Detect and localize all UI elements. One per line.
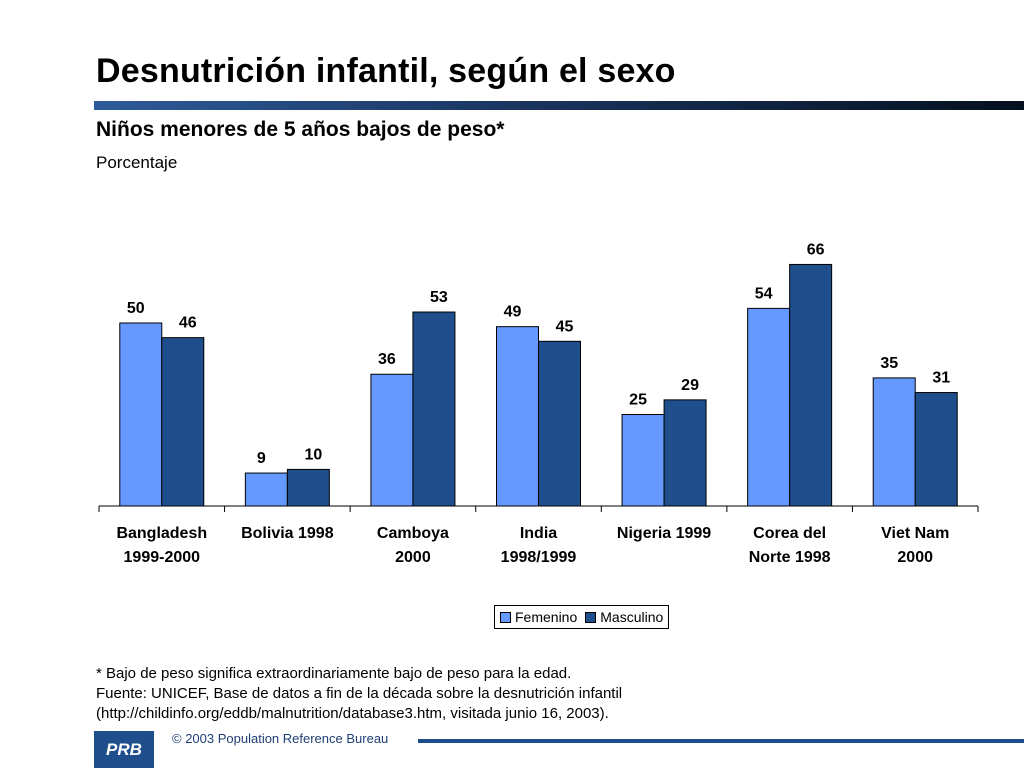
footnote-definition: * Bajo de peso significa extraordinariam… — [96, 665, 572, 682]
data-label-masculino: 31 — [932, 370, 950, 387]
bar-masculino — [412, 311, 456, 507]
bar-femenino — [496, 326, 539, 507]
category-label: Bangladesh — [116, 525, 207, 542]
legend-swatch-masculino — [585, 611, 597, 623]
footnotes: * Bajo de peso significa extraordinariam… — [96, 664, 622, 724]
category-label: Norte 1998 — [749, 549, 831, 566]
bar-femenino — [621, 414, 665, 507]
bar-femenino — [747, 307, 791, 507]
category-label: 2000 — [897, 549, 933, 566]
bar-masculino — [663, 399, 707, 507]
category-label: India — [520, 525, 557, 542]
footnote-source-url: (http://childinfo.org/eddb/malnutrition/… — [96, 705, 609, 722]
bar-masculino — [286, 468, 330, 507]
bar-femenino — [370, 373, 414, 507]
data-label-masculino: 29 — [681, 377, 699, 394]
legend-item-femenino: Femenino — [500, 609, 577, 625]
data-label-femenino: 25 — [629, 392, 647, 409]
footer-divider — [418, 739, 1024, 743]
page-title: Desnutrición infantil, según el sexo — [96, 52, 676, 90]
chart-legend: Femenino Masculino — [494, 605, 670, 629]
data-label-masculino: 46 — [179, 315, 197, 332]
category-label: Corea del — [753, 525, 826, 542]
unit-label: Porcentaje — [96, 153, 178, 172]
data-label-masculino: 66 — [807, 241, 825, 258]
bar-masculino — [914, 392, 958, 507]
logo-text: PRB — [106, 740, 142, 759]
footnote-source: Fuente: UNICEF, Base de datos a fin de l… — [96, 685, 623, 702]
legend-label-masculino: Masculino — [600, 609, 664, 625]
data-label-femenino: 35 — [880, 355, 898, 372]
legend-label-femenino: Femenino — [515, 609, 578, 625]
bar-femenino — [872, 377, 916, 507]
bar-chart: 50 46 Bangladesh 1999-2000 9 10 Bolivia 1998 36… — [98, 241, 979, 566]
bar-femenino — [244, 472, 288, 507]
data-label-femenino: 9 — [257, 450, 266, 467]
category-label: Nigeria 1999 — [617, 525, 711, 542]
legend-swatch-femenino — [500, 611, 511, 623]
category-label: Viet Nam — [881, 525, 949, 542]
bar-femenino — [119, 322, 163, 507]
chart-subtitle: Niños menores de 5 años bajos de peso* — [96, 118, 505, 141]
data-label-femenino: 50 — [127, 300, 145, 317]
data-label-masculino: 53 — [430, 289, 448, 306]
category-label: Camboya — [377, 525, 449, 542]
data-label-masculino: 10 — [304, 446, 322, 463]
prb-logo: PRB — [94, 731, 154, 768]
data-label-femenino: 36 — [378, 351, 396, 368]
bar-masculino — [538, 340, 581, 507]
data-label-femenino: 49 — [504, 304, 522, 321]
category-label: 1998/1999 — [501, 549, 577, 566]
bar-masculino — [789, 263, 833, 507]
category-label: Bolivia 1998 — [241, 525, 334, 542]
category-label: 1999-2000 — [124, 549, 201, 566]
category-label: 2000 — [395, 549, 431, 566]
legend-item-masculino: Masculino — [585, 609, 663, 625]
title-divider — [94, 101, 1024, 110]
data-label-masculino: 45 — [556, 318, 574, 335]
data-label-femenino: 54 — [755, 285, 773, 302]
bar-masculino — [161, 337, 205, 507]
copyright-text: © 2003 Population Reference Bureau — [172, 731, 389, 746]
